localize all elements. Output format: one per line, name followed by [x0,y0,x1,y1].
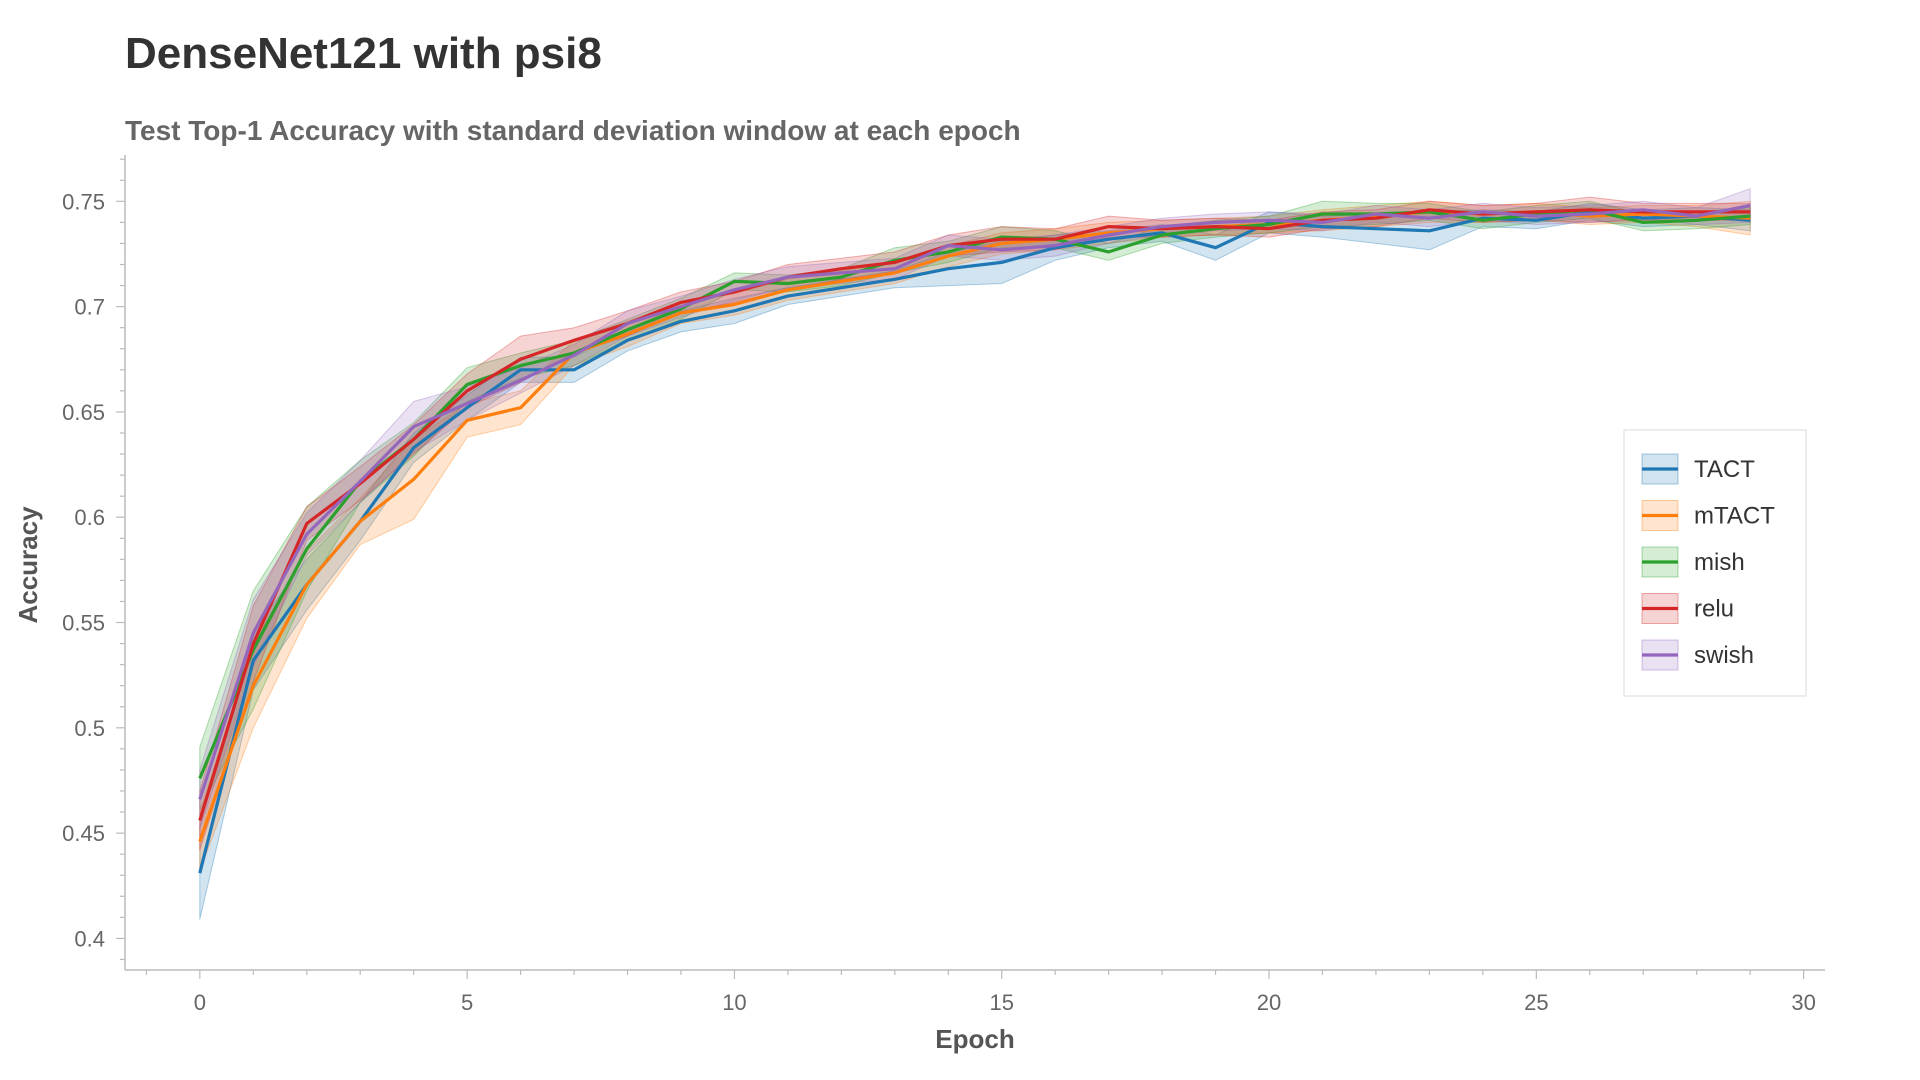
x-tick-label: 30 [1791,990,1815,1015]
x-axis-label: Epoch [935,1024,1014,1054]
legend-item-swish: swish [1641,639,1754,671]
legend-label: mish [1694,549,1745,576]
legend: TACT mTACT mish relu swish [1623,429,1807,697]
legend-label: mTACT [1694,503,1775,530]
legend-label: TACT [1694,456,1755,483]
chart-title: DenseNet121 with psi8 [125,29,602,78]
band-mtact [199,200,1751,872]
y-tick-label: 0.6 [74,505,105,530]
y-tick-label: 0.75 [62,189,105,214]
axes [124,155,1825,971]
std-bands [199,187,1751,920]
y-tick-label: 0.45 [62,821,105,846]
chart-subtitle: Test Top-1 Accuracy with standard deviat… [125,115,1021,146]
legend-label: swish [1694,642,1754,669]
x-tick-label: 15 [989,990,1013,1015]
x-tick-label: 20 [1257,990,1281,1015]
line-relu [198,208,1751,821]
x-tick-label: 10 [722,990,746,1015]
y-tick-label: 0.7 [74,295,105,320]
y-axis-label: Accuracy [13,506,43,624]
line-tact [198,210,1751,874]
line-swish [198,203,1751,800]
line-mtact [198,210,1751,843]
band-mish [199,200,1751,811]
y-tick-label: 0.4 [74,926,105,951]
legend-item-tact: TACT [1641,453,1755,485]
series-lines [198,203,1751,874]
band-tact [199,202,1751,920]
y-tick-label: 0.65 [62,400,105,425]
y-tick-label: 0.55 [62,611,105,636]
line-mish [198,208,1751,780]
legend-label: relu [1694,596,1734,623]
legend-item-mish: mish [1641,546,1745,578]
legend-item-relu: relu [1641,593,1734,624]
x-ticks: 0 5 10 15 20 25 30 [145,970,1816,1015]
legend-item-mtact: mTACT [1641,500,1775,531]
y-ticks: 0.4 0.45 0.5 0.55 0.6 0.65 0.7 0.75 [62,158,125,961]
x-tick-label: 25 [1524,990,1548,1015]
y-tick-label: 0.5 [74,716,105,741]
x-tick-label: 5 [461,990,473,1015]
x-tick-label: 0 [194,990,206,1015]
band-relu [199,196,1751,851]
